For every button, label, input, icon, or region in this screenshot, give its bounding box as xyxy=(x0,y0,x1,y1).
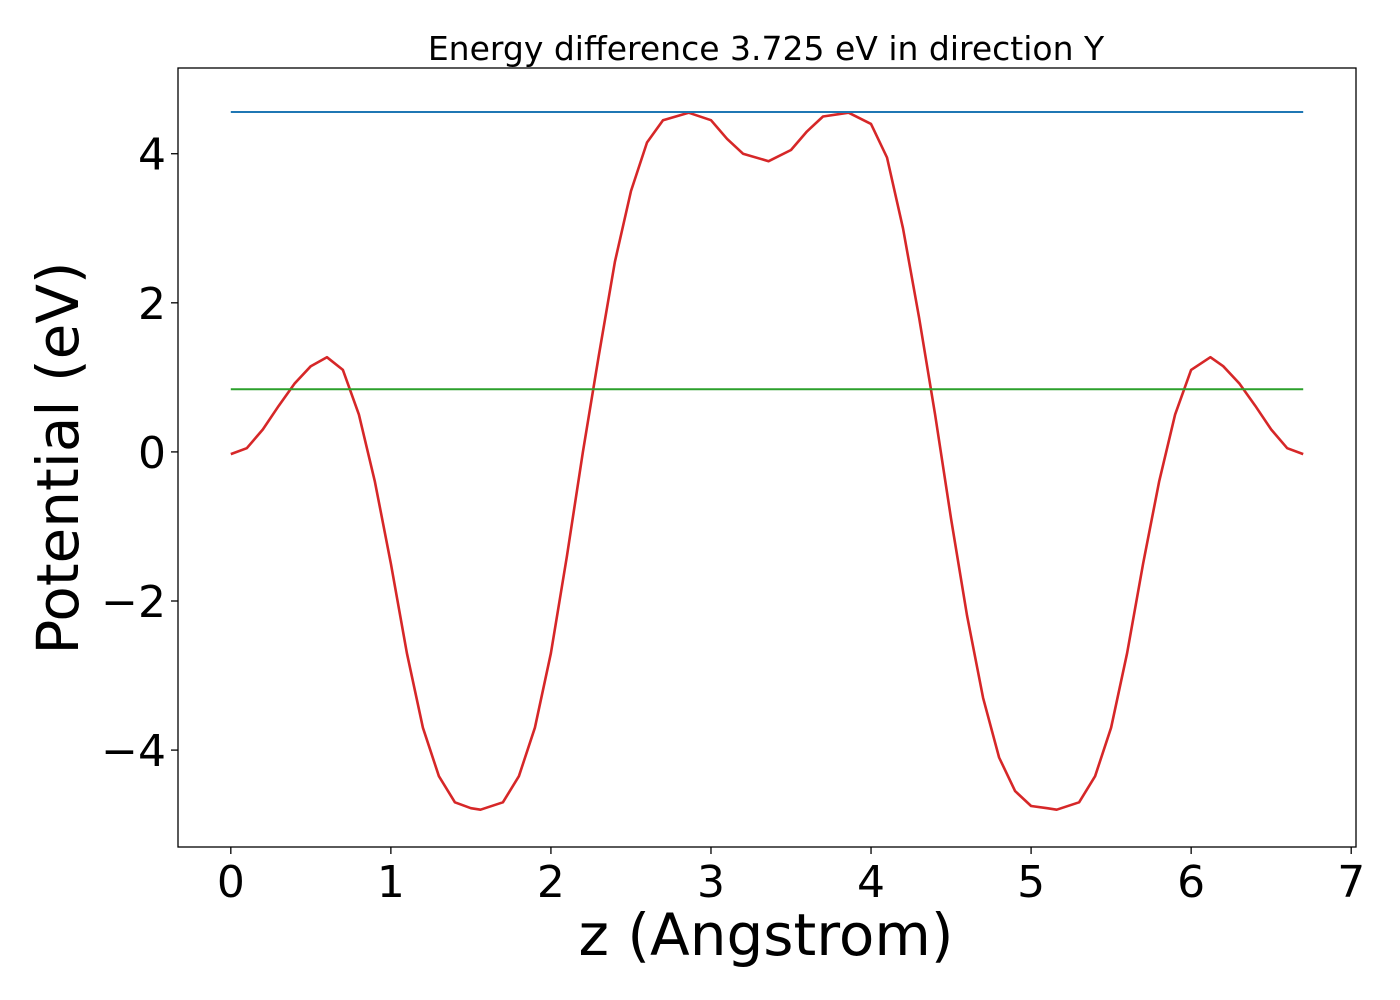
x-tick-label: 5 xyxy=(1017,857,1045,908)
y-tick-label: 4 xyxy=(138,130,166,181)
y-tick-label: 0 xyxy=(138,428,166,479)
x-tick-label: 3 xyxy=(697,857,725,908)
series-line-0 xyxy=(230,111,1304,812)
x-tick-label: 4 xyxy=(857,857,885,908)
chart-title: Energy difference 3.725 eV in direction … xyxy=(428,29,1105,68)
x-axis: 0 1 2 3 4 5 6 7 xyxy=(217,847,1365,908)
plot-area xyxy=(230,111,1304,812)
x-tick-label: 0 xyxy=(217,857,245,908)
x-tick-label: 6 xyxy=(1177,857,1205,908)
y-tick-label: 2 xyxy=(138,279,166,330)
y-axis: −4 −2 0 2 4 xyxy=(101,130,178,777)
plot-frame xyxy=(177,67,1357,848)
y-tick-label: −2 xyxy=(101,577,166,628)
x-tick-label: 2 xyxy=(537,857,565,908)
x-axis-label: z (Angstrom) xyxy=(579,901,954,969)
x-tick-label: 7 xyxy=(1337,857,1365,908)
y-tick-label: −4 xyxy=(101,726,166,777)
x-tick-label: 1 xyxy=(377,857,405,908)
y-axis-label: Potential (eV) xyxy=(24,261,92,654)
